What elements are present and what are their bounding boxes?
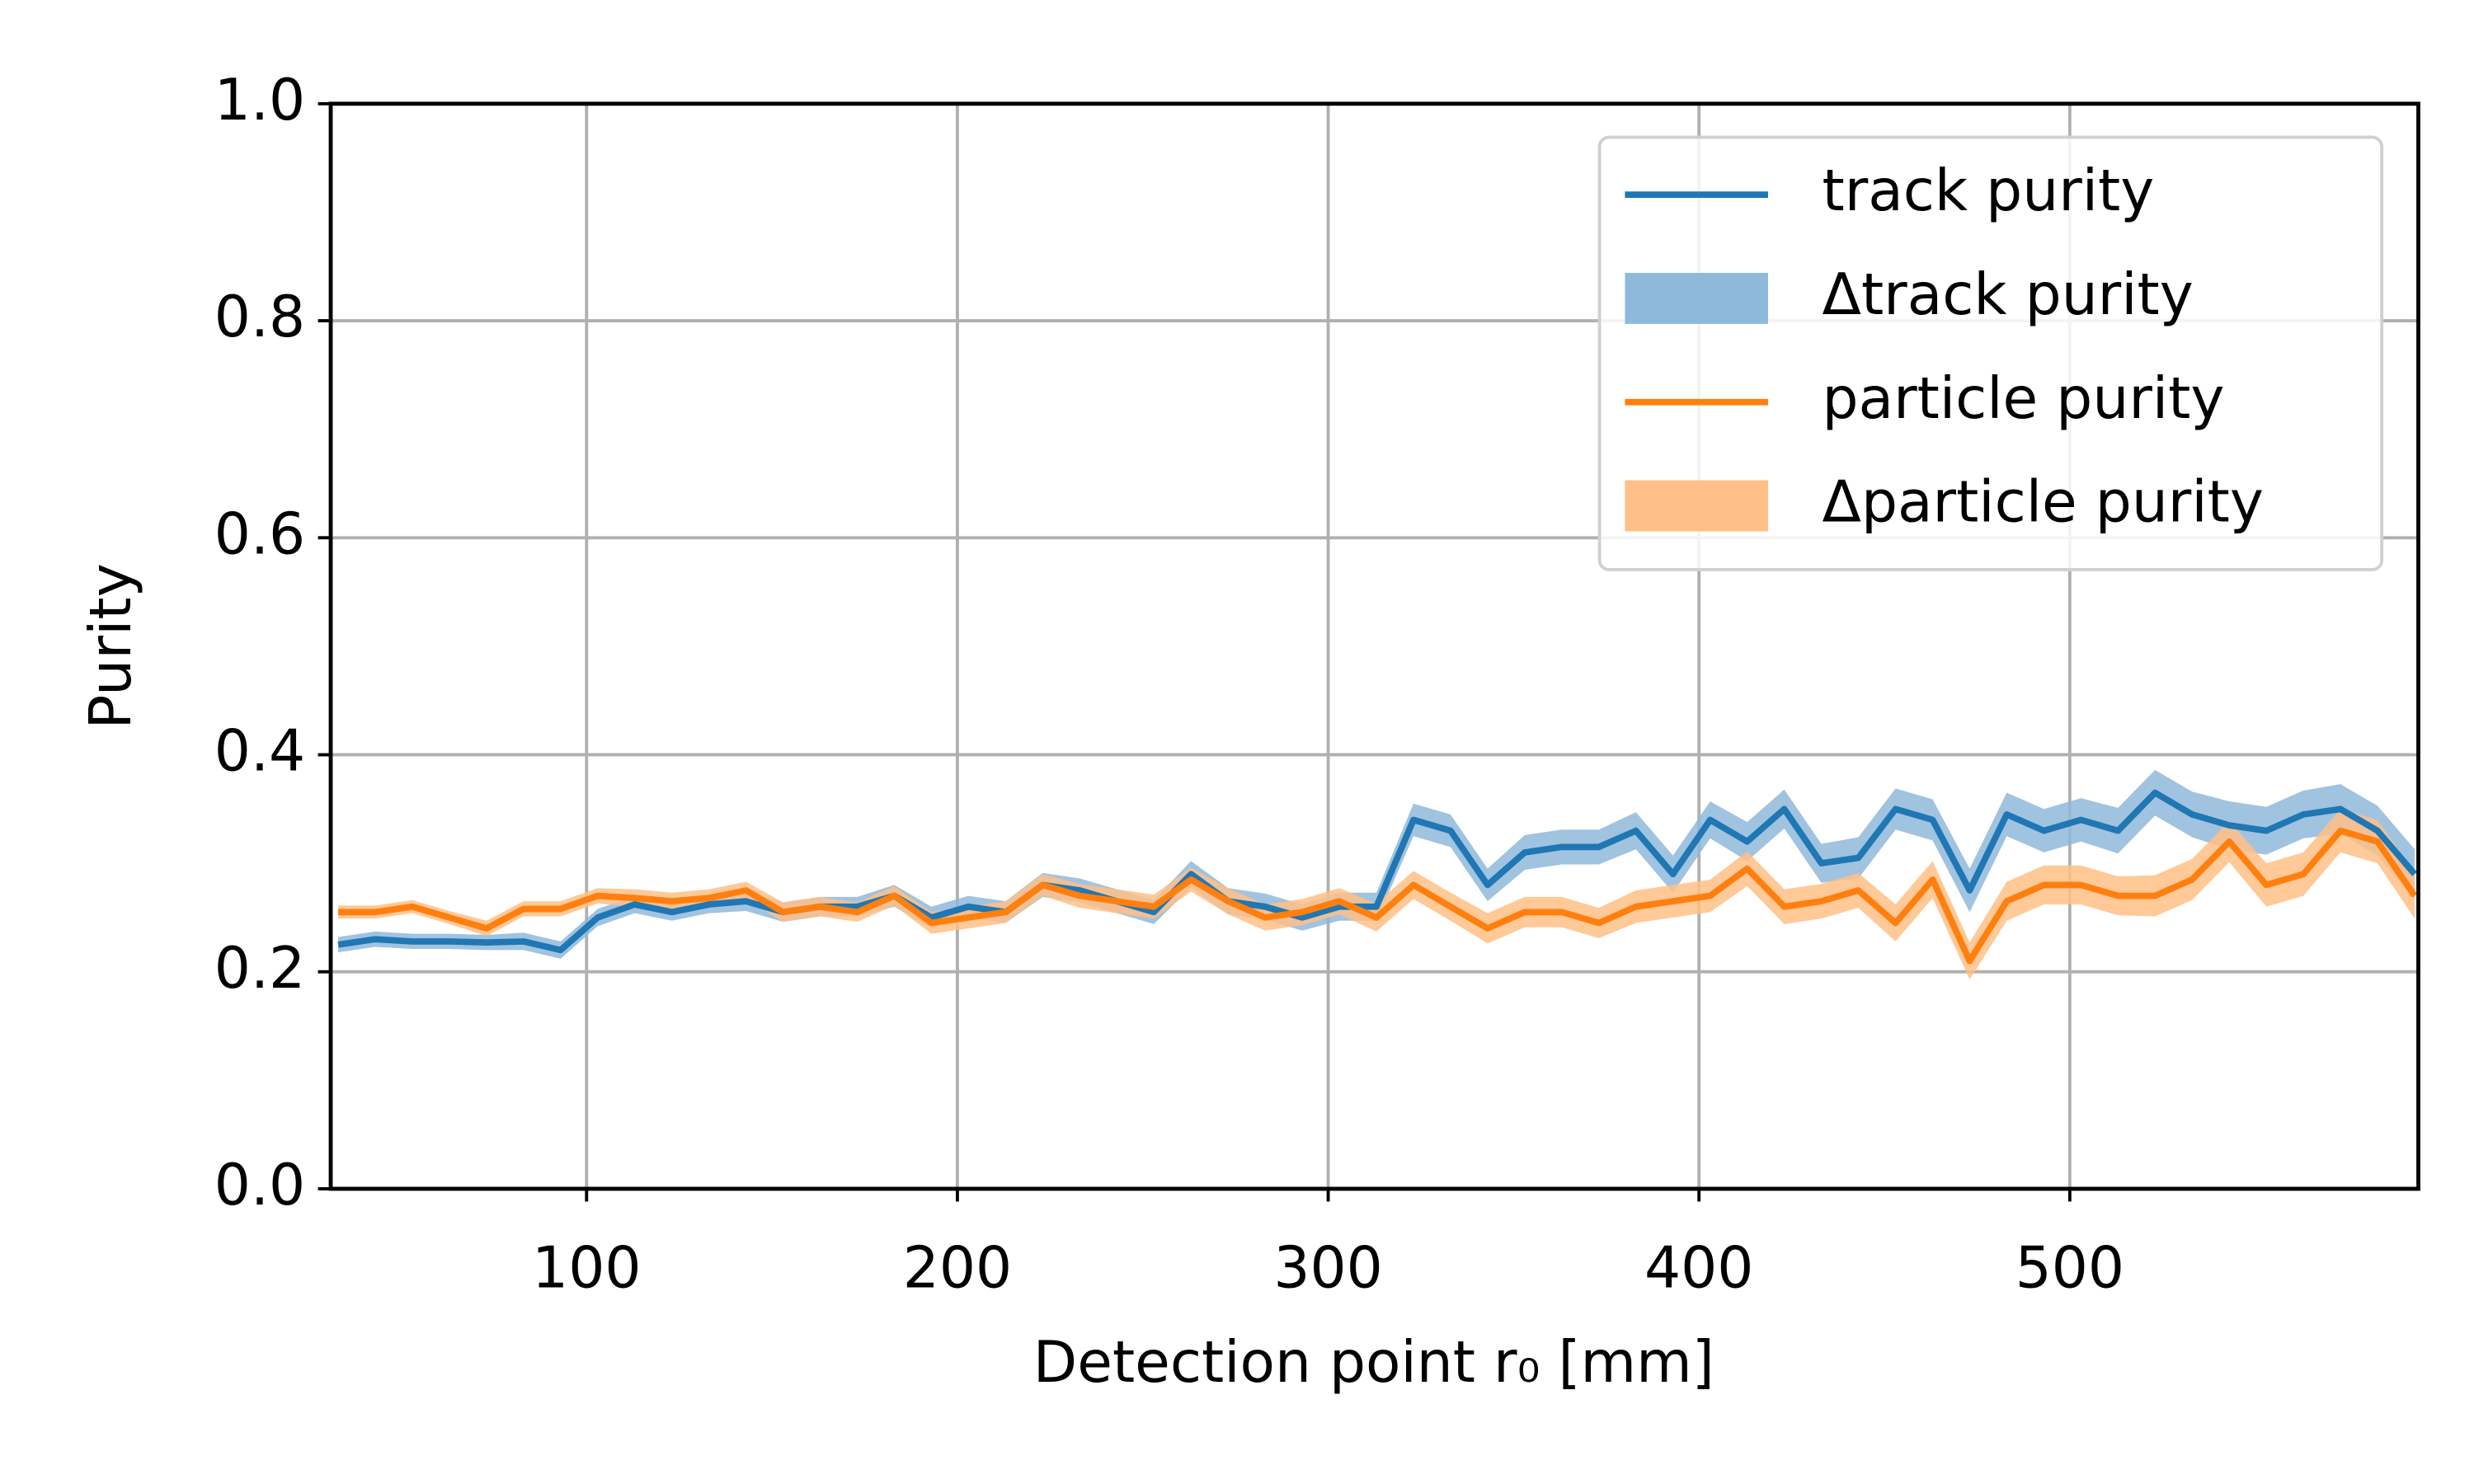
x-tick-label: 300 (1273, 1235, 1382, 1302)
plot-area (337, 769, 2418, 979)
y-tick-label: 0.6 (214, 500, 305, 567)
legend-label: particle purity (1823, 365, 2225, 432)
series-line (337, 789, 2418, 954)
y-tick-label: 1.0 (214, 67, 305, 134)
x-tick-label: 500 (2015, 1235, 2124, 1302)
legend-label: Δtrack purity (1823, 261, 2194, 328)
legend-label: Δparticle purity (1823, 469, 2264, 536)
y-tick-label: 0.0 (214, 1152, 305, 1219)
y-axis-label: Purity (78, 563, 144, 729)
legend-label: track purity (1823, 157, 2155, 224)
legend-patch (1625, 480, 1768, 532)
x-tick-label: 100 (532, 1235, 641, 1302)
plot-frame (328, 101, 2420, 1191)
x-tick-label: 200 (903, 1235, 1012, 1302)
y-tick-label: 0.8 (214, 284, 305, 350)
legend-box (1597, 135, 2384, 571)
series-line (338, 827, 2418, 965)
y-tick-label: 0.4 (214, 717, 305, 784)
error-band (338, 809, 2415, 979)
legend-patch (1625, 272, 1768, 324)
x-axis-label: Detection point r₀ [mm] (1033, 1329, 1714, 1396)
x-tick-label: 400 (1644, 1235, 1753, 1302)
y-tick-label: 0.2 (214, 935, 305, 1002)
